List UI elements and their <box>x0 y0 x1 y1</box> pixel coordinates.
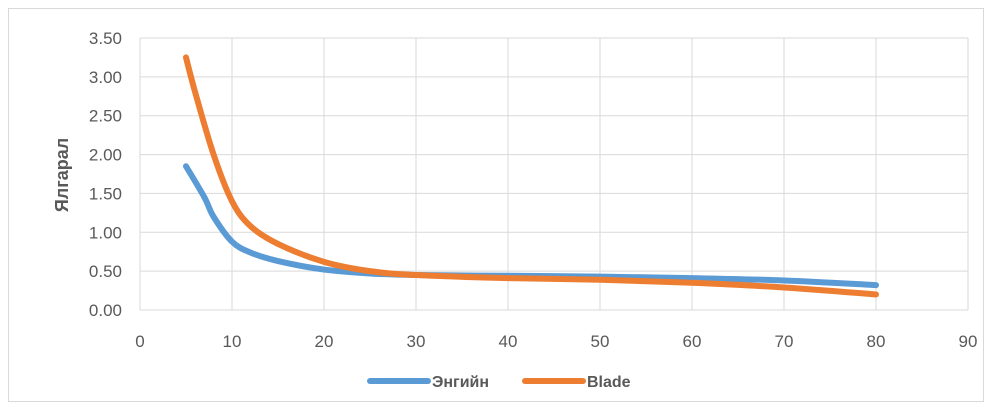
x-tick-label: 90 <box>959 332 978 351</box>
y-tick-label: 0.00 <box>89 301 122 320</box>
x-tick-label: 30 <box>407 332 426 351</box>
y-tick-label: 1.00 <box>89 223 122 242</box>
grid-lines <box>139 37 969 311</box>
legend-label-1: Blade <box>587 374 631 391</box>
x-tick-label: 10 <box>223 332 242 351</box>
series-line-0 <box>183 163 879 289</box>
chart-frame <box>8 8 984 402</box>
x-tick-labels: 0 10 20 30 40 50 60 70 80 90 <box>135 332 977 351</box>
x-tick-label: 40 <box>499 332 518 351</box>
y-tick-label: 2.00 <box>89 146 122 165</box>
series-lines <box>183 54 879 298</box>
y-tick-label: 2.50 <box>89 107 122 126</box>
x-tick-label: 20 <box>315 332 334 351</box>
x-tick-label: 50 <box>591 332 610 351</box>
x-tick-label: 60 <box>683 332 702 351</box>
y-tick-labels: 0.00 0.50 1.00 1.50 2.00 2.50 3.00 3.50 <box>89 29 122 320</box>
legend: Энгийн Blade <box>367 374 631 391</box>
y-tick-label: 3.00 <box>89 68 122 87</box>
x-tick-label: 70 <box>775 332 794 351</box>
y-tick-label: 3.50 <box>89 29 122 48</box>
x-tick-label: 0 <box>135 332 144 351</box>
y-axis-label: Ялгарал <box>52 138 72 212</box>
y-tick-label: 0.50 <box>89 262 122 281</box>
legend-label-0: Энгийн <box>432 374 489 391</box>
y-tick-label: 1.50 <box>89 184 122 203</box>
x-tick-label: 80 <box>867 332 886 351</box>
series-line-1 <box>183 54 879 298</box>
